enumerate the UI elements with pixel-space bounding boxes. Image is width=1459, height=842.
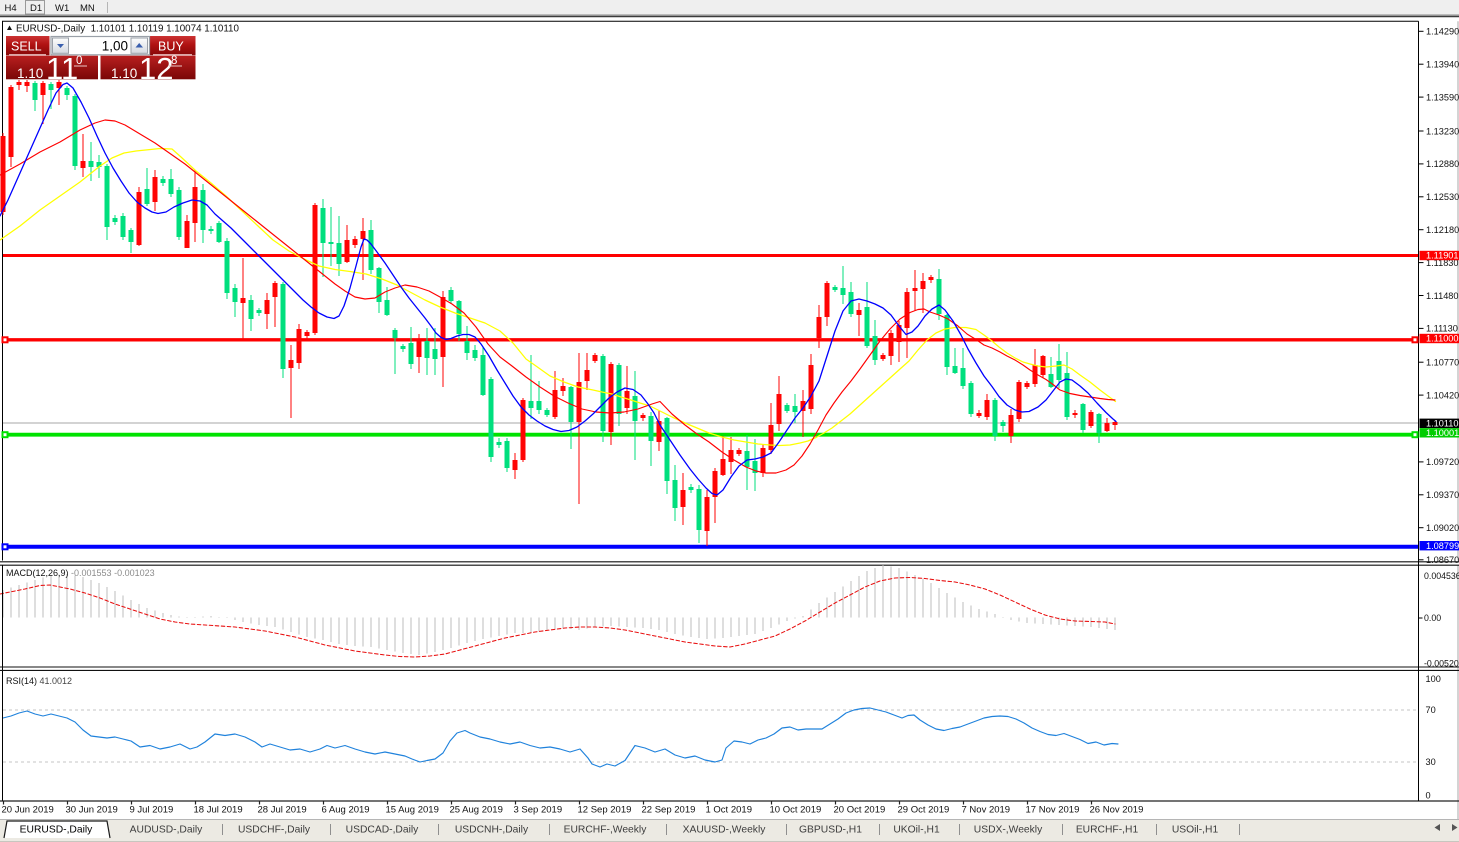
svg-text:100: 100 (1426, 674, 1441, 684)
svg-text:17 Nov 2019: 17 Nov 2019 (1026, 804, 1080, 815)
svg-text:1.11901: 1.11901 (1426, 251, 1459, 261)
svg-text:EURUSD-,Daily 1.10101 1.10119: EURUSD-,Daily 1.10101 1.10119 1.10074 1.… (16, 24, 239, 35)
svg-text:XAUUSD-,Weekly: XAUUSD-,Weekly (683, 825, 767, 836)
svg-text:1.12530: 1.12530 (1426, 192, 1459, 202)
svg-text:9 Jul 2019: 9 Jul 2019 (130, 804, 174, 815)
svg-text:1.11130: 1.11130 (1426, 324, 1458, 334)
svg-text:1.10: 1.10 (111, 66, 137, 81)
svg-text:20 Jun 2019: 20 Jun 2019 (2, 804, 54, 815)
svg-text:28 Jul 2019: 28 Jul 2019 (258, 804, 307, 815)
svg-text:8: 8 (171, 55, 177, 67)
svg-text:29 Oct 2019: 29 Oct 2019 (898, 804, 950, 815)
svg-text:0: 0 (1426, 791, 1431, 801)
svg-text:1.14290: 1.14290 (1426, 27, 1459, 37)
svg-text:USDCHF-,Daily: USDCHF-,Daily (238, 825, 311, 836)
svg-text:12: 12 (139, 51, 173, 86)
svg-text:70: 70 (1426, 705, 1436, 715)
svg-text:EURCHF-,Weekly: EURCHF-,Weekly (564, 825, 648, 836)
svg-text:-0.00520: -0.00520 (1424, 659, 1459, 669)
svg-text:1.10770: 1.10770 (1426, 358, 1459, 368)
svg-text:RSI(14) 41.0012: RSI(14) 41.0012 (6, 676, 72, 686)
svg-text:1,00: 1,00 (102, 39, 128, 54)
svg-text:0: 0 (76, 55, 82, 67)
svg-text:18 Jul 2019: 18 Jul 2019 (194, 804, 243, 815)
svg-text:0.004536: 0.004536 (1424, 571, 1459, 581)
svg-text:30: 30 (1426, 757, 1436, 767)
svg-text:3 Sep 2019: 3 Sep 2019 (514, 804, 563, 815)
svg-text:USDCNH-,Daily: USDCNH-,Daily (455, 825, 529, 836)
svg-text:1.13940: 1.13940 (1426, 60, 1459, 70)
svg-text:30 Jun 2019: 30 Jun 2019 (66, 804, 118, 815)
svg-text:26 Nov 2019: 26 Nov 2019 (1090, 804, 1144, 815)
svg-text:1.12880: 1.12880 (1426, 159, 1459, 169)
svg-text:USDX-,Weekly: USDX-,Weekly (974, 825, 1043, 836)
svg-text:1.11000: 1.11000 (1426, 334, 1459, 344)
svg-text:EURUSD-,Daily: EURUSD-,Daily (20, 825, 94, 836)
svg-text:D1: D1 (30, 3, 42, 14)
svg-text:15 Aug 2019: 15 Aug 2019 (386, 804, 439, 815)
svg-text:20 Oct 2019: 20 Oct 2019 (834, 804, 886, 815)
svg-text:7 Nov 2019: 7 Nov 2019 (962, 804, 1011, 815)
svg-text:10 Oct 2019: 10 Oct 2019 (770, 804, 822, 815)
svg-text:1.12180: 1.12180 (1426, 225, 1459, 235)
svg-text:1.08670: 1.08670 (1426, 555, 1459, 565)
svg-text:1.09020: 1.09020 (1426, 523, 1459, 533)
svg-text:SELL: SELL (11, 40, 42, 54)
svg-text:USOil-,H1: USOil-,H1 (1172, 825, 1219, 836)
svg-text:1.13230: 1.13230 (1426, 126, 1459, 136)
svg-text:6 Aug 2019: 6 Aug 2019 (322, 804, 370, 815)
svg-text:1 Oct 2019: 1 Oct 2019 (706, 804, 752, 815)
svg-text:MN: MN (80, 3, 95, 14)
svg-text:1.09370: 1.09370 (1426, 490, 1459, 500)
svg-text:EURCHF-,H1: EURCHF-,H1 (1076, 825, 1139, 836)
svg-text:H4: H4 (5, 3, 17, 14)
svg-text:12 Sep 2019: 12 Sep 2019 (578, 804, 632, 815)
svg-text:1.13590: 1.13590 (1426, 92, 1459, 102)
svg-text:25 Aug 2019: 25 Aug 2019 (450, 804, 503, 815)
svg-text:USDCAD-,Daily: USDCAD-,Daily (346, 825, 420, 836)
svg-text:MACD(12,26,9) -0.001553 -0.001: MACD(12,26,9) -0.001553 -0.001023 (6, 568, 155, 578)
svg-text:1.10420: 1.10420 (1426, 390, 1459, 400)
svg-text:1.08799: 1.08799 (1426, 541, 1459, 551)
svg-text:0.00: 0.00 (1424, 613, 1441, 623)
svg-text:1.09720: 1.09720 (1426, 457, 1459, 467)
svg-text:11: 11 (46, 51, 78, 86)
svg-text:1.10: 1.10 (17, 66, 43, 81)
svg-text:1.10110: 1.10110 (1426, 418, 1459, 428)
svg-text:1.11480: 1.11480 (1426, 291, 1459, 301)
svg-text:BUY: BUY (158, 40, 184, 54)
svg-text:1.11830: 1.11830 (1426, 258, 1459, 268)
svg-text:GBPUSD-,H1: GBPUSD-,H1 (799, 825, 862, 836)
svg-text:1.10001: 1.10001 (1426, 428, 1459, 438)
svg-text:AUDUSD-,Daily: AUDUSD-,Daily (130, 825, 204, 836)
svg-text:W1: W1 (55, 3, 69, 14)
svg-text:22 Sep 2019: 22 Sep 2019 (642, 804, 696, 815)
svg-text:UKOil-,H1: UKOil-,H1 (893, 825, 940, 836)
